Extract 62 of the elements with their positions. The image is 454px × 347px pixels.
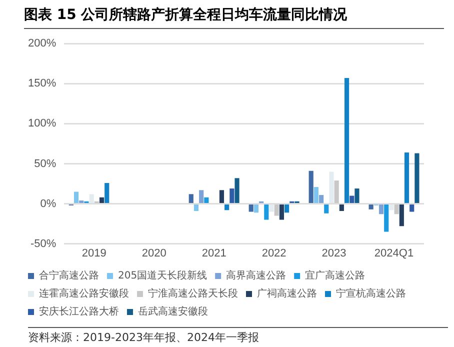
bar	[79, 200, 84, 204]
bar	[99, 197, 104, 204]
bar	[394, 204, 399, 214]
bar	[368, 204, 374, 210]
bar	[279, 204, 284, 220]
bar	[224, 204, 230, 210]
legend-label: 广祠高速公路	[257, 288, 317, 300]
y-tick-label: 200%	[28, 38, 56, 50]
legend-label: 连霍高速公路安徽段	[39, 288, 129, 300]
bar	[194, 204, 199, 211]
bar	[389, 204, 394, 210]
x-tick-label: 2021	[202, 247, 226, 260]
bar	[329, 172, 334, 204]
bar	[339, 204, 344, 211]
chart-title: 图表 15 公司所辖路产折算全程日均车流量同比情况	[24, 0, 444, 29]
bar	[414, 153, 420, 204]
bar	[234, 178, 240, 204]
legend-label: 宁淮高速公路天长段	[148, 288, 238, 300]
bar	[274, 204, 279, 216]
bar	[314, 186, 318, 204]
x-tick-label: 2022	[262, 247, 286, 260]
bar	[354, 188, 360, 204]
x-tick-label: 2023	[322, 247, 346, 260]
y-tick-label: -50%	[30, 238, 56, 250]
y-tick-label: 0%	[40, 198, 56, 210]
bar	[384, 204, 389, 232]
y-tick-label: 150%	[28, 78, 56, 90]
legend-label: 岳武高速安徽段	[138, 306, 208, 318]
bar	[264, 204, 269, 220]
bar	[378, 204, 384, 214]
x-tick-label: 2020	[142, 247, 166, 260]
bar	[199, 190, 204, 204]
bar	[89, 194, 94, 204]
bar	[204, 197, 209, 204]
legend-label: 合宁高速公路	[39, 270, 99, 282]
y-tick-label: 50%	[34, 158, 56, 170]
y-tick-label: 100%	[28, 118, 56, 130]
bar	[254, 204, 259, 213]
bar	[104, 182, 110, 204]
x-tick-label: 2024Q1	[374, 247, 414, 260]
legend-label: 安庆长江公路大桥	[39, 306, 119, 318]
legend-label: 高界高速公路	[226, 270, 286, 282]
text: 资料来源：2019-2023年年报、2024年一季报	[28, 327, 448, 345]
bar	[308, 170, 314, 204]
bar	[74, 192, 79, 204]
bar	[334, 180, 339, 204]
bar	[269, 204, 274, 212]
legend-label: 宁宣杭高速公路	[336, 288, 406, 300]
bar	[410, 204, 414, 212]
bar	[404, 152, 410, 204]
bar	[324, 204, 329, 214]
legend-label: 205国道天长段新线	[118, 270, 208, 282]
bar	[350, 196, 354, 204]
bar	[188, 194, 194, 204]
bar	[399, 204, 404, 226]
legend-label: 宜广高速公路	[305, 270, 366, 282]
x-tick-label: 2019	[82, 247, 106, 260]
bar	[248, 204, 254, 212]
bar	[219, 190, 224, 204]
bar	[318, 194, 324, 204]
bar	[284, 204, 290, 213]
bar	[230, 188, 234, 204]
